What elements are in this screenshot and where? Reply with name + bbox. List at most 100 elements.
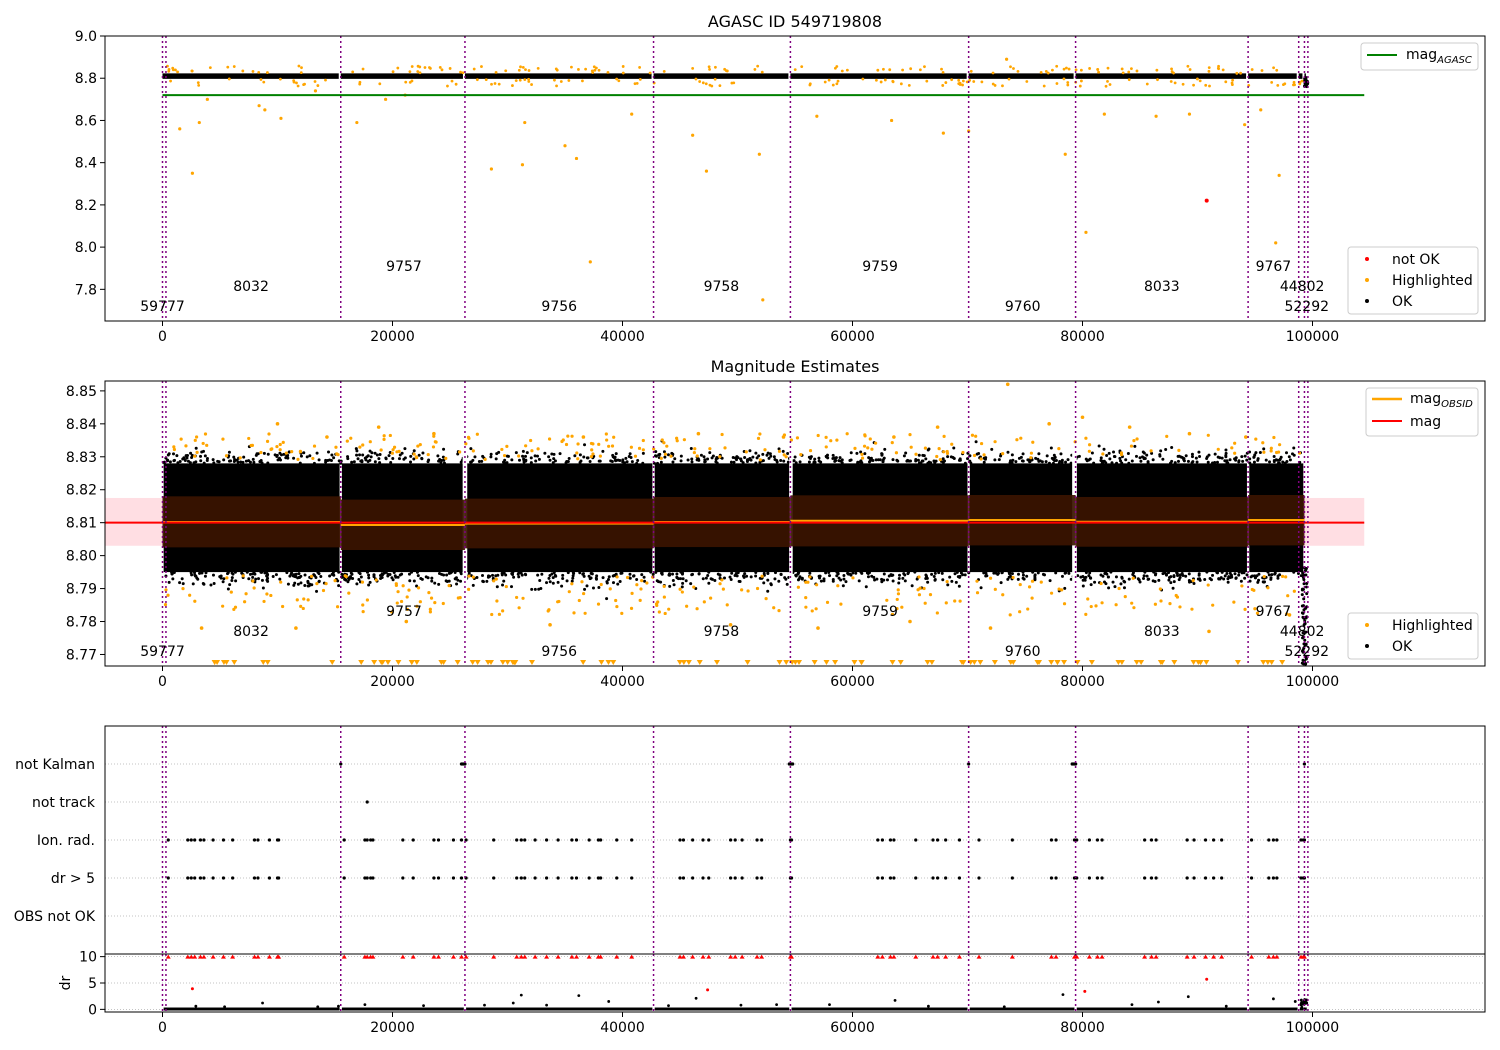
ok-point	[779, 572, 783, 576]
highlighted-point	[559, 80, 563, 83]
highlighted-point	[553, 78, 556, 82]
highlighted-point	[1101, 452, 1105, 456]
flag-point	[342, 876, 346, 880]
flag-point	[701, 838, 705, 842]
ok-point	[1167, 576, 1171, 580]
highlighted-point	[399, 599, 404, 604]
highlighted-point	[675, 439, 679, 443]
ok-point	[1087, 574, 1091, 578]
clipped-marker	[379, 660, 386, 665]
ok-point	[1292, 446, 1296, 450]
ok-point	[681, 571, 685, 575]
highlighted-point	[368, 440, 372, 444]
flag-point	[914, 838, 918, 842]
highlighted-point	[777, 609, 781, 613]
highlighted-point	[680, 590, 684, 594]
ok-point	[1010, 572, 1014, 576]
highlighted-point	[518, 78, 522, 82]
flag-point	[193, 838, 197, 842]
ok-point	[176, 461, 180, 465]
clipped-marker	[1061, 660, 1068, 665]
highlighted-point	[365, 598, 369, 602]
ok-point	[1304, 616, 1308, 620]
highlighted-point	[923, 601, 927, 605]
highlighted-point	[205, 97, 209, 101]
highlighted-point	[795, 436, 800, 440]
ok-point	[506, 454, 510, 458]
highlighted-point	[471, 575, 475, 579]
clipped-marker	[924, 660, 931, 665]
ok-point	[1239, 579, 1243, 583]
highlighted-point	[176, 70, 179, 74]
flag-point	[1275, 876, 1279, 880]
highlighted-point	[1272, 66, 1275, 70]
ok-point	[1088, 457, 1092, 461]
legend-mag-obsid-subscript: OBSID	[1441, 399, 1473, 410]
ok-point	[748, 449, 752, 453]
highlighted-point	[336, 453, 340, 457]
ok-point	[459, 579, 463, 583]
ok-point	[566, 571, 570, 575]
ok-point	[654, 454, 658, 458]
ok-point	[403, 447, 407, 451]
highlighted-point	[374, 578, 378, 582]
x-tick-label: 0	[158, 329, 167, 345]
ok-point	[940, 571, 944, 575]
ok-point	[265, 574, 269, 578]
flag-point	[545, 838, 549, 842]
highlighted-point	[504, 584, 508, 589]
ok-point	[287, 450, 291, 454]
highlighted-point	[349, 436, 353, 440]
ok-point	[1284, 451, 1288, 455]
dr-clipped-marker	[220, 954, 226, 959]
ok-point	[350, 460, 354, 464]
ok-point	[671, 572, 675, 576]
ok-point	[1028, 460, 1032, 464]
highlighted-point	[835, 438, 839, 442]
ok-point	[1064, 571, 1068, 575]
clipped-marker	[1279, 660, 1286, 665]
ok-point	[948, 575, 952, 579]
flag-point	[1220, 876, 1224, 880]
dr-point	[261, 1001, 264, 1005]
highlighted-point	[360, 580, 365, 584]
ok-point	[1158, 454, 1162, 458]
ok-point	[550, 452, 554, 456]
highlighted-point	[1188, 68, 1192, 71]
flag-point	[791, 762, 795, 766]
ok-point	[1021, 452, 1025, 456]
highlighted-point	[796, 585, 800, 589]
highlighted-point	[692, 450, 696, 455]
highlighted-point	[723, 67, 727, 71]
x-tick-label: 20000	[370, 1020, 415, 1036]
highlighted-point	[804, 605, 808, 609]
ok-point	[1011, 458, 1015, 462]
flag-point	[1185, 876, 1189, 880]
highlighted-point	[662, 441, 666, 445]
ok-point	[1304, 573, 1308, 577]
flag-point	[436, 876, 441, 880]
ok-point	[261, 586, 265, 590]
clipped-marker	[454, 660, 461, 665]
highlighted-point	[241, 69, 245, 73]
flag-point	[1072, 838, 1077, 842]
ok-point	[226, 572, 230, 576]
ok-point	[1266, 570, 1270, 574]
highlighted-point	[709, 596, 713, 600]
highlighted-point	[1206, 583, 1210, 587]
flag-row-label: dr > 5	[51, 871, 95, 887]
ok-point	[913, 570, 917, 574]
dr-clipped-marker	[1009, 954, 1015, 959]
highlighted-point	[641, 438, 645, 443]
flag-point	[1049, 876, 1054, 880]
flag-point	[691, 838, 695, 842]
ok-point	[553, 573, 557, 577]
highlighted-point	[376, 425, 381, 429]
highlighted-point	[941, 84, 945, 87]
highlighted-point	[524, 444, 528, 448]
highlighted-point	[1175, 595, 1180, 599]
highlighted-point	[1285, 612, 1289, 616]
clipped-marker	[1268, 660, 1275, 665]
ok-point	[1256, 580, 1260, 584]
highlighted-point	[1261, 441, 1265, 445]
